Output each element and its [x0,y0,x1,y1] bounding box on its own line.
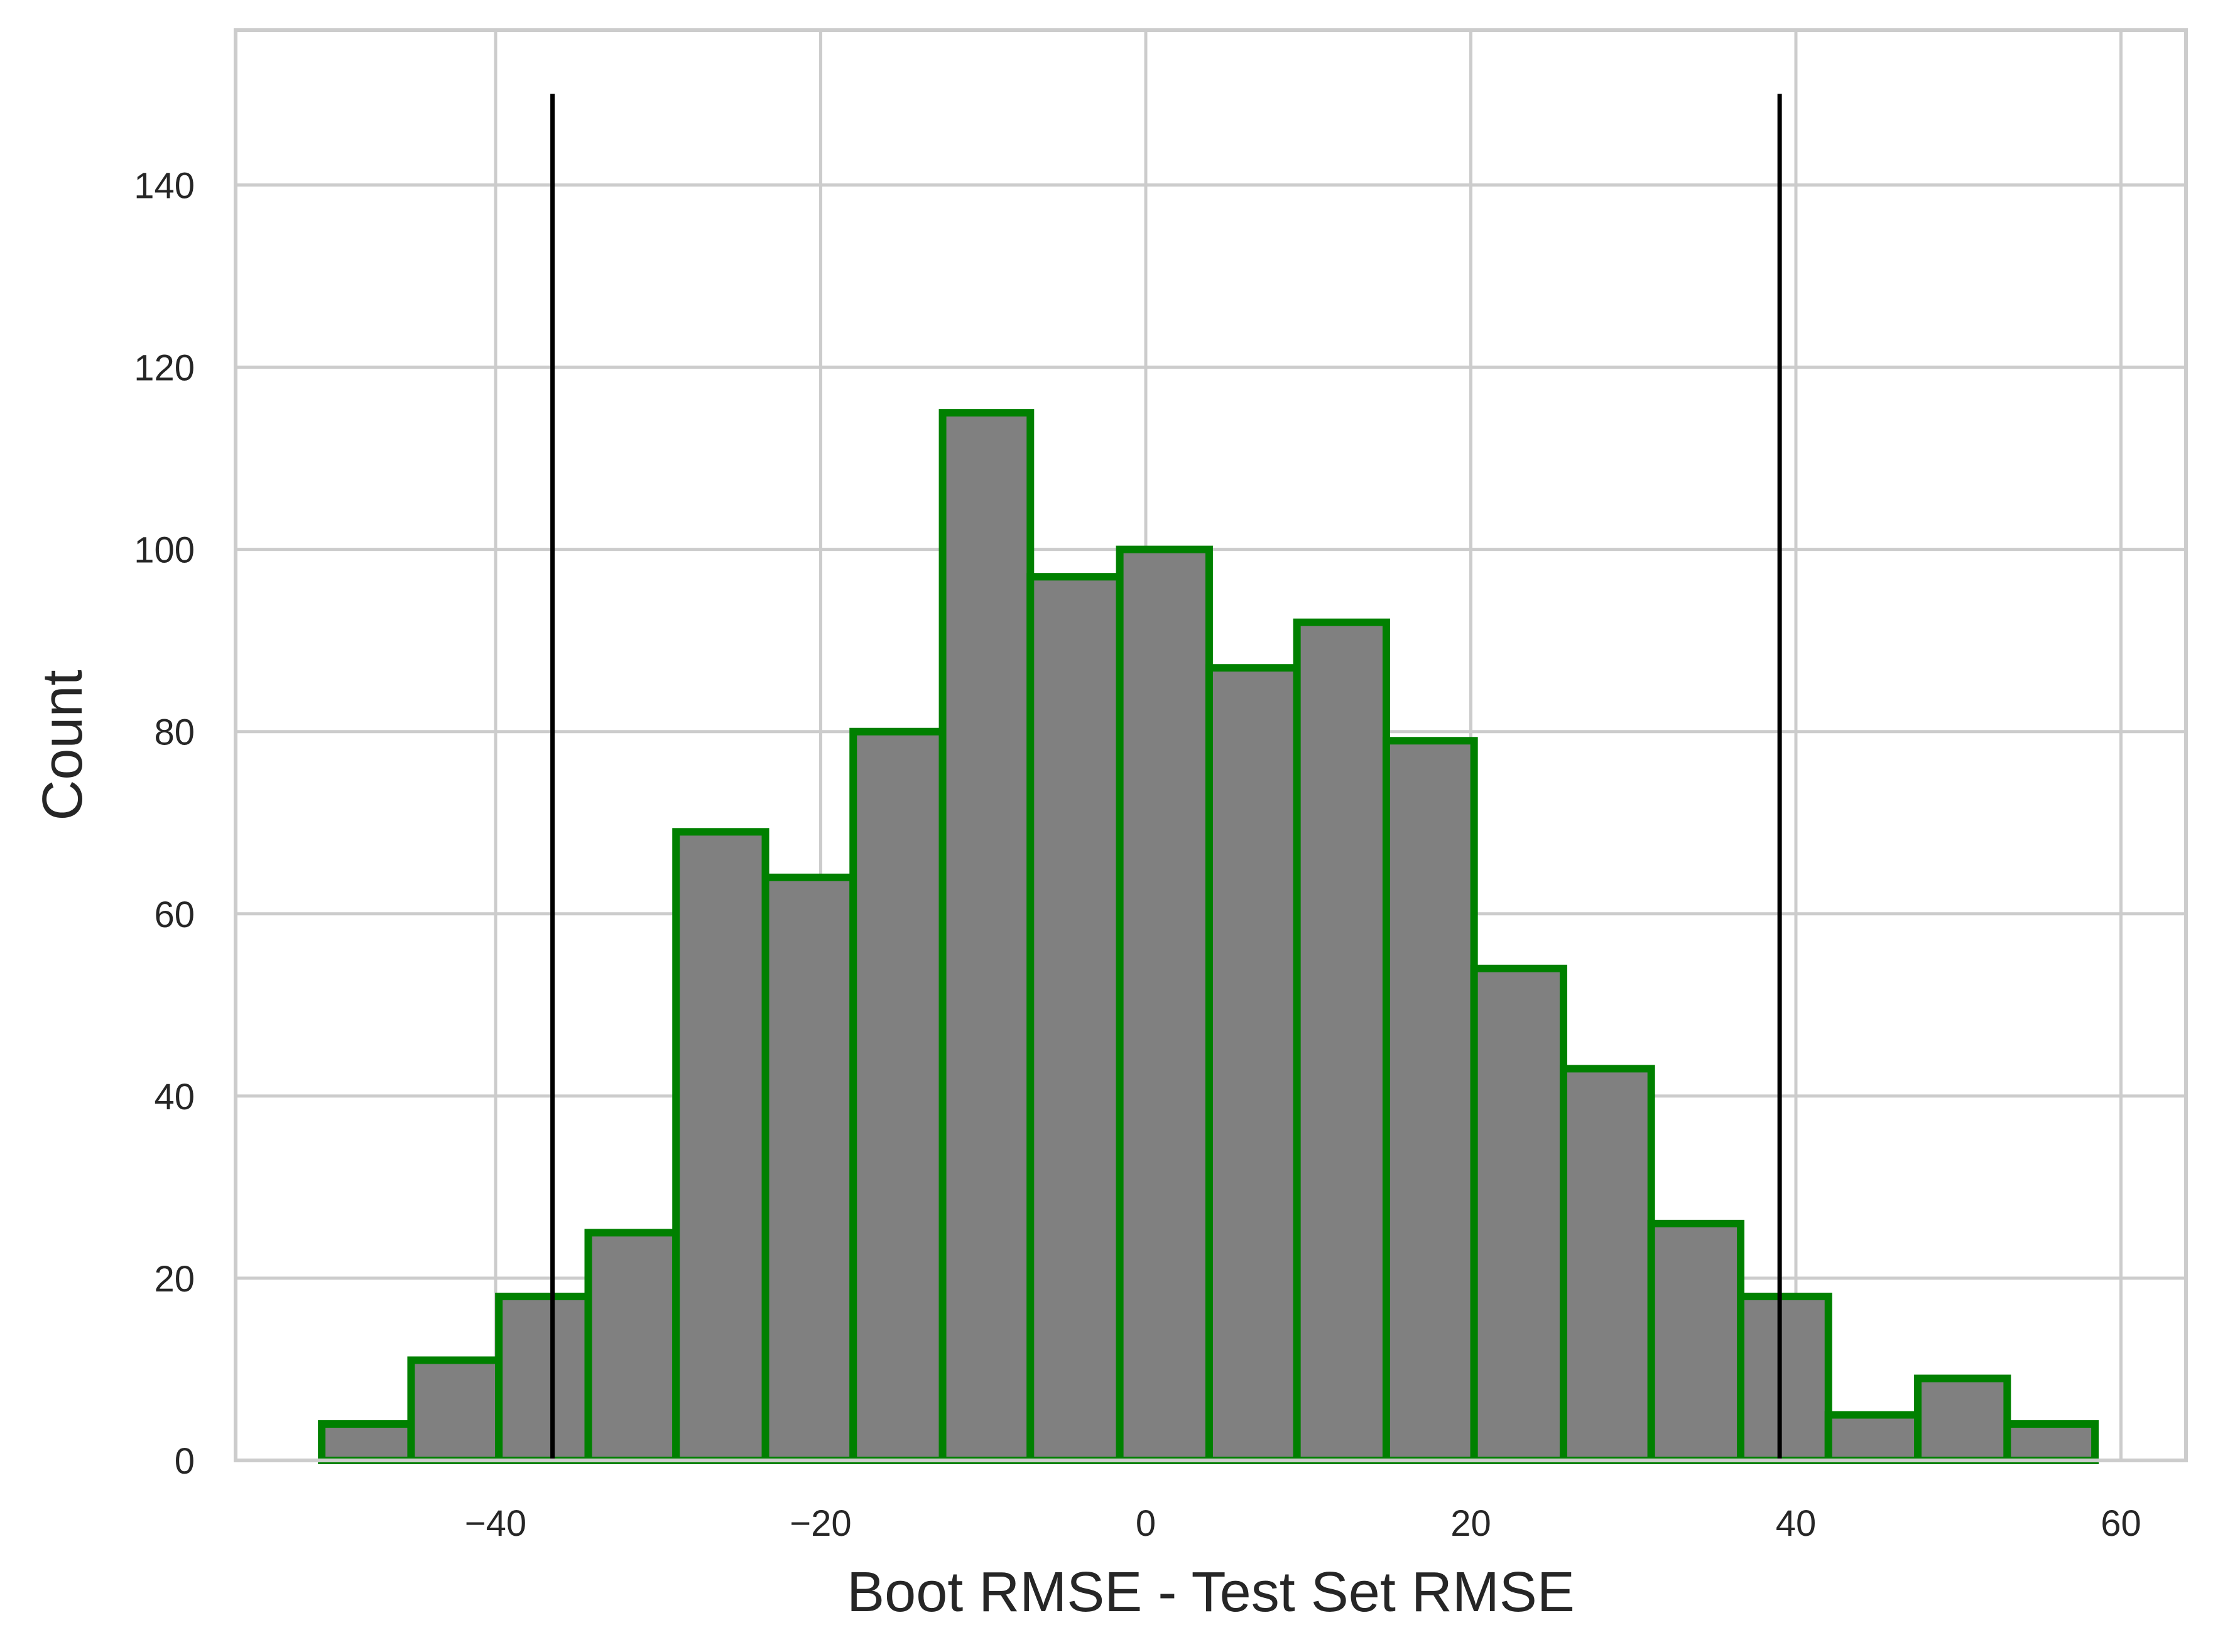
x-tick-label: 40 [1776,1503,1817,1544]
histogram-bars [318,409,2099,1465]
y-tick-label: 100 [134,530,195,571]
histogram-bar [1382,737,1478,1464]
histogram-bar [672,828,769,1464]
y-tick-label: 20 [154,1259,195,1300]
y-tick-label: 80 [154,712,195,753]
histogram-bar [584,1229,680,1465]
histogram-bar [1205,664,1301,1464]
plot-frame [234,28,2188,1462]
histogram-bar [495,1292,592,1464]
histogram-bar [1914,1374,2011,1465]
x-tick-label: 60 [2101,1503,2141,1544]
histogram-bar [2003,1420,2099,1465]
histogram-bar [761,873,857,1464]
histogram-bar [938,409,1035,1464]
histogram-bar [1559,1065,1655,1464]
y-tick-label: 0 [175,1441,195,1482]
x-tick-label: 0 [1136,1503,1156,1544]
histogram-bar [1824,1411,1922,1465]
x-tick-label: −40 [465,1503,526,1544]
histogram-bar [1116,545,1213,1464]
histogram-bar [849,727,947,1464]
y-tick-labels: 0 20 40 60 80 100 120 140 [134,166,195,1482]
x-tick-labels: −40 −20 0 20 40 60 [465,1503,2141,1544]
y-tick-label: 40 [154,1077,195,1117]
x-axis-label: Boot RMSE - Test Set RMSE [847,1561,1575,1624]
histogram-bar [1470,964,1567,1464]
histogram-bar [1647,1219,1745,1465]
x-tick-label: −20 [790,1503,851,1544]
y-tick-label: 60 [154,894,195,935]
y-axis-label: Count [31,670,94,820]
x-tick-label: 20 [1450,1503,1491,1544]
grid-lines [236,30,2186,1462]
histogram-bar [1737,1292,1832,1464]
y-tick-label: 120 [134,348,195,389]
histogram-bar [318,1420,415,1465]
interval-lines [550,94,1782,1460]
y-tick-label: 140 [134,166,195,207]
histogram-bar [1293,618,1390,1464]
histogram-bar [1026,573,1124,1465]
histogram-bar [407,1356,503,1465]
